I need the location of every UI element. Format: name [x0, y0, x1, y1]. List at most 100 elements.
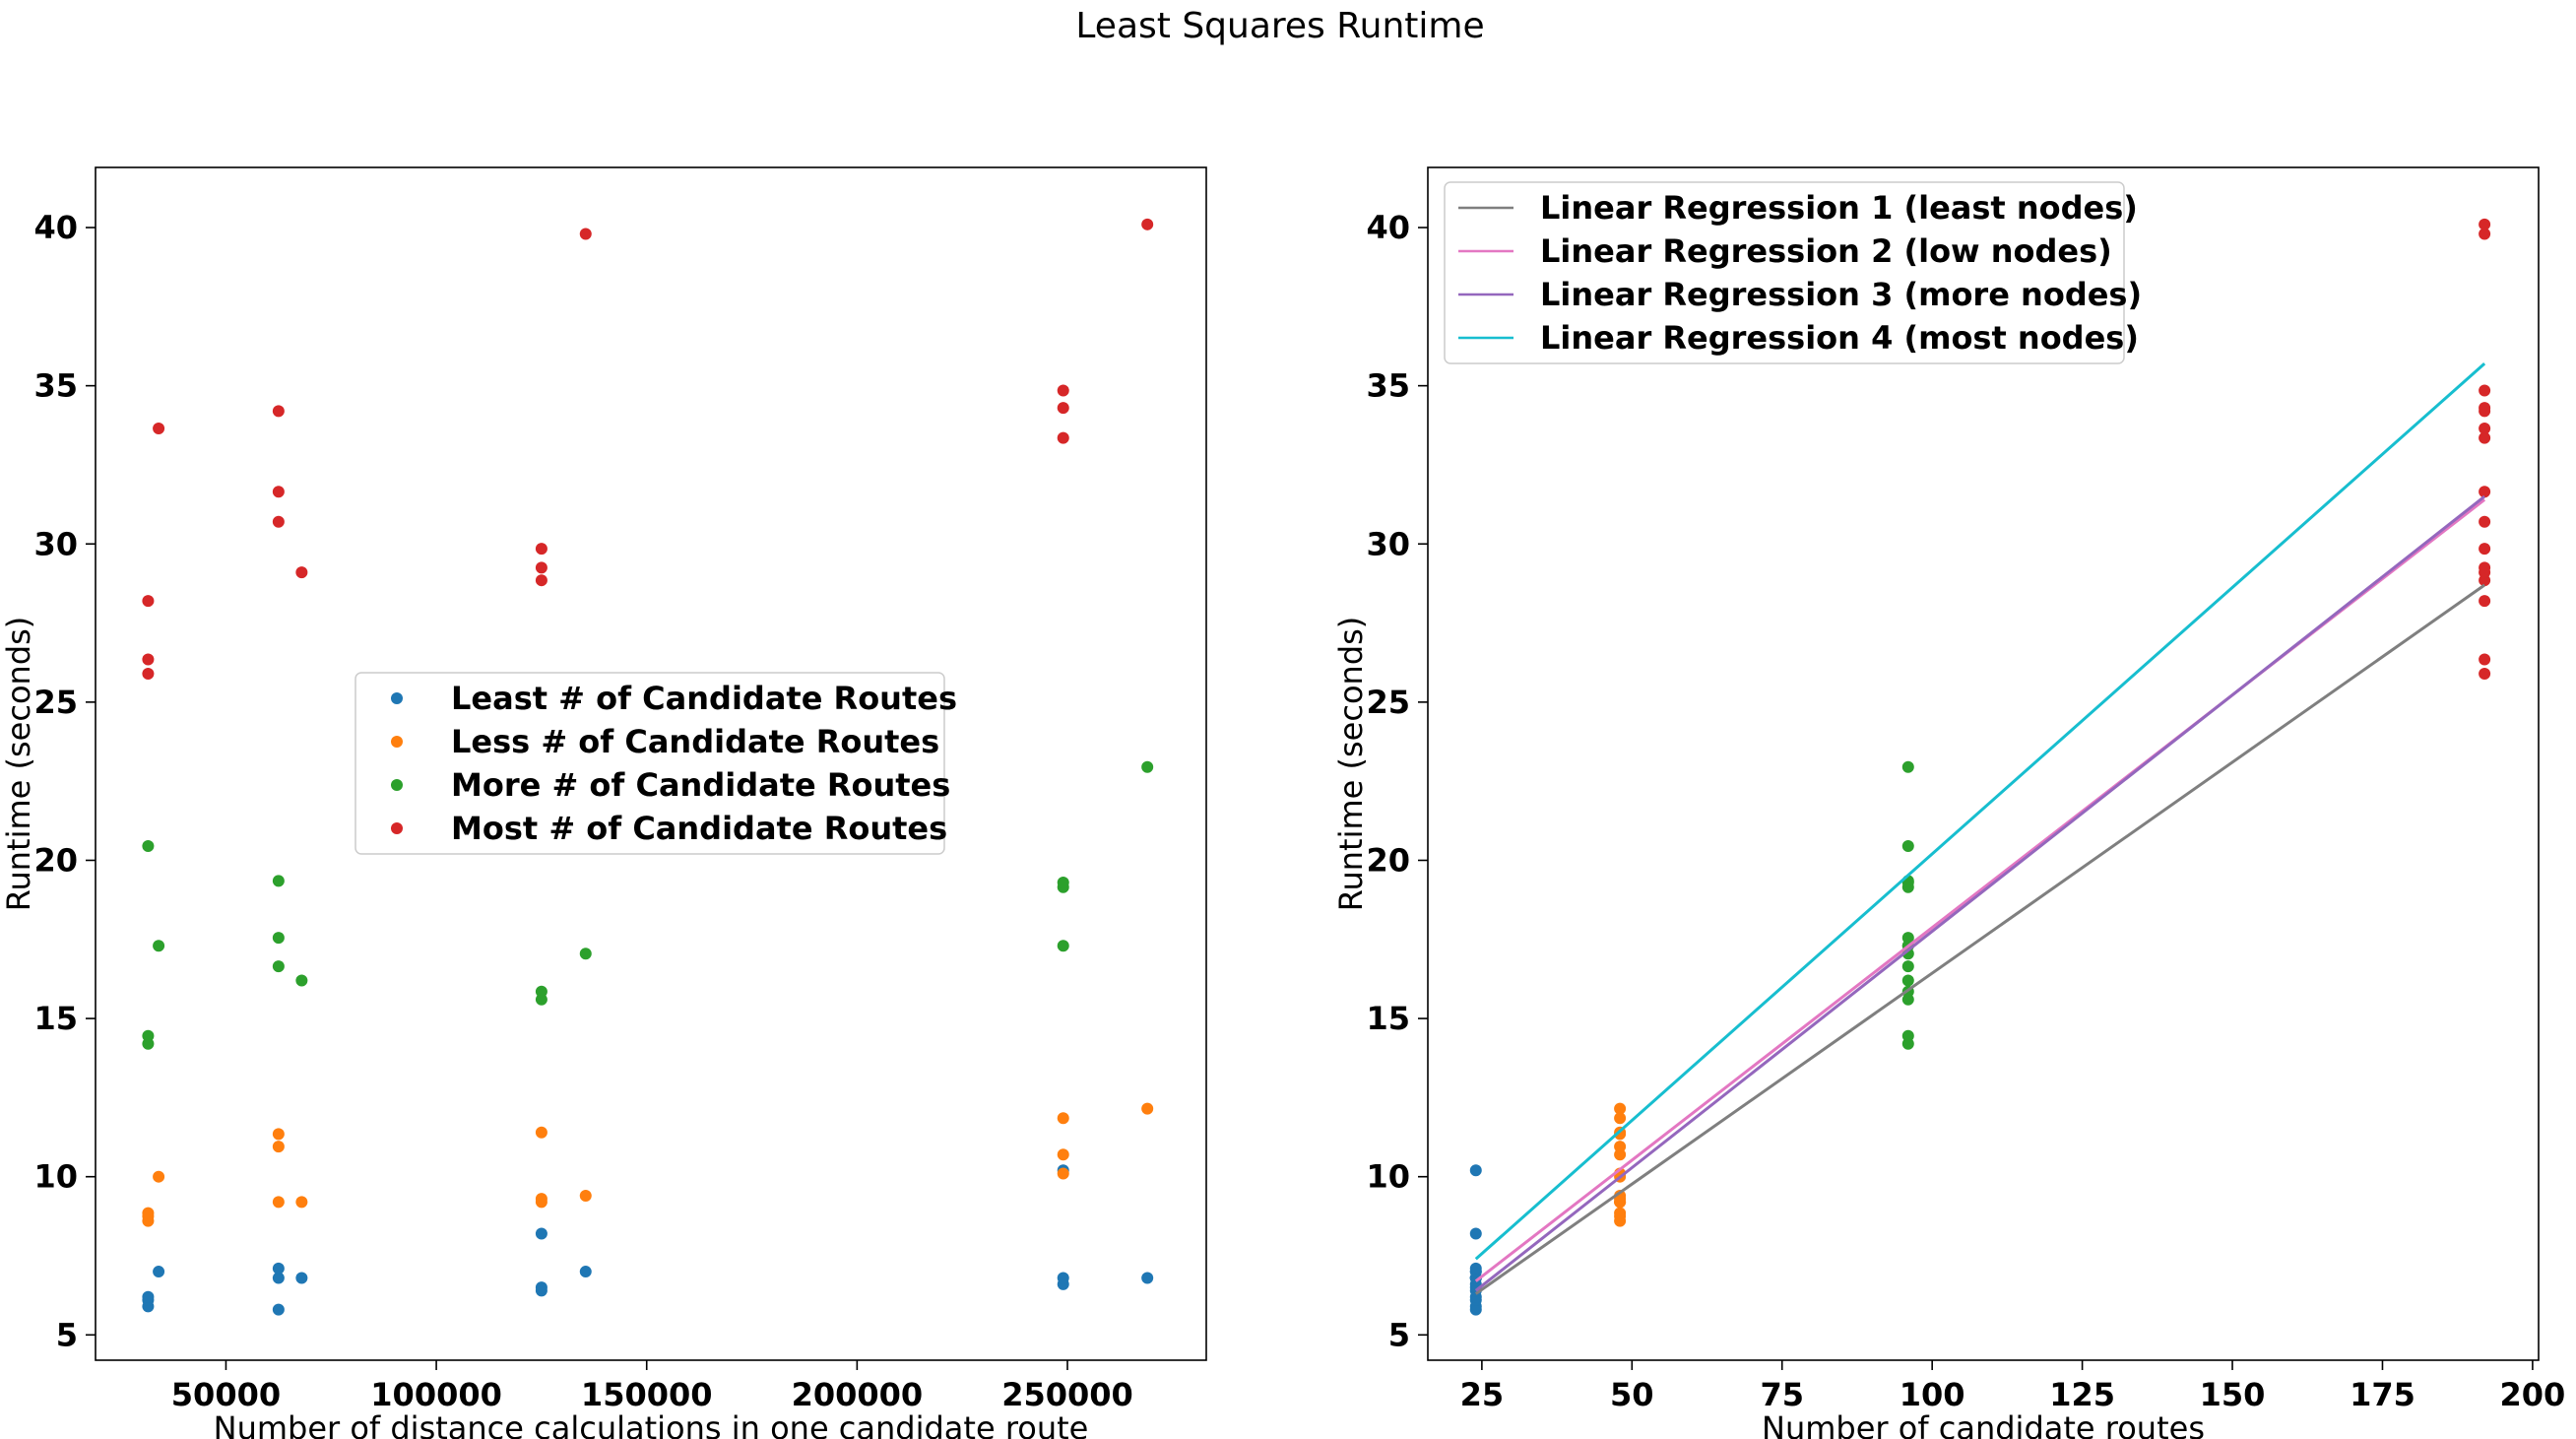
data-point: [579, 228, 592, 240]
plot-frame: [95, 166, 1207, 1361]
data-point: [2479, 384, 2491, 397]
y-tick-label: 10: [33, 1158, 78, 1196]
data-point: [295, 1196, 308, 1209]
data-point: [535, 1281, 547, 1294]
legend-marker: [391, 692, 403, 704]
y-tick-label: 25: [33, 684, 78, 721]
data-point: [2479, 218, 2491, 230]
data-point: [1614, 1102, 1627, 1115]
x-tick-label: 150: [2200, 1376, 2266, 1413]
data-point: [1057, 1167, 1069, 1180]
y-tick-label: 20: [33, 841, 78, 879]
data-point: [295, 566, 308, 579]
data-point: [1614, 1207, 1627, 1219]
data-point: [1057, 402, 1069, 415]
y-tick-label: 15: [1366, 1000, 1410, 1037]
data-point: [2479, 486, 2491, 498]
legend-marker: [391, 822, 403, 834]
legend-marker: [391, 736, 403, 748]
legend-frame: [1444, 181, 2125, 364]
data-point: [142, 1290, 155, 1303]
data-point: [1141, 1102, 1154, 1115]
data-point: [535, 1227, 547, 1240]
data-point: [272, 960, 285, 973]
legend-entry-label: Linear Regression 2 (low nodes): [1540, 232, 2112, 270]
data-point: [535, 543, 547, 556]
data-point: [1057, 1112, 1069, 1125]
data-point: [1141, 1272, 1154, 1284]
y-axis-label: Runtime (seconds): [1332, 617, 1370, 912]
data-point: [153, 1266, 165, 1278]
data-point: [1901, 1029, 1914, 1042]
data-point: [272, 1272, 285, 1284]
data-point: [1469, 1227, 1482, 1240]
x-axis-label: Number of candidate routes: [1762, 1409, 2205, 1439]
data-point: [2479, 543, 2491, 556]
data-point: [1057, 384, 1069, 397]
y-tick-label: 30: [1366, 525, 1410, 562]
legend-entry-label: Linear Regression 4 (most nodes): [1540, 319, 2139, 357]
x-tick-label: 150000: [581, 1376, 713, 1413]
x-tick-label: 100000: [370, 1376, 502, 1413]
data-point: [579, 1189, 592, 1202]
y-tick-label: 35: [33, 367, 78, 405]
x-tick-label: 50: [1610, 1376, 1654, 1413]
x-tick-label: 100: [1900, 1376, 1965, 1413]
data-point: [153, 423, 165, 435]
data-point: [1057, 431, 1069, 444]
data-point: [1901, 760, 1914, 773]
data-point: [2479, 515, 2491, 528]
y-tick-label: 15: [33, 1000, 78, 1037]
data-point: [142, 1207, 155, 1219]
data-point: [535, 1126, 547, 1139]
legend: Linear Regression 1 (least nodes) Linear …: [1444, 181, 2142, 364]
data-point: [1469, 1164, 1482, 1177]
legend-entry-label: Less # of Candidate Routes: [451, 723, 939, 760]
data-point: [2479, 561, 2491, 574]
data-point: [272, 932, 285, 945]
legend-entry-label: More # of Candidate Routes: [451, 766, 950, 804]
data-point: [1141, 218, 1154, 230]
data-point: [153, 1170, 165, 1183]
legend: Least # of Candidate Routes Less # of Can…: [354, 672, 957, 855]
data-point: [1057, 940, 1069, 952]
y-tick-label: 5: [56, 1316, 78, 1353]
regression-line: [1474, 583, 2485, 1295]
data-point: [535, 1193, 547, 1206]
data-point: [295, 974, 308, 987]
data-point: [1141, 760, 1154, 773]
data-point: [272, 1128, 285, 1141]
data-point: [2479, 595, 2491, 608]
y-tick-label: 25: [1366, 684, 1410, 721]
data-point: [579, 948, 592, 960]
data-point: [535, 574, 547, 587]
data-point: [579, 1266, 592, 1278]
data-point: [142, 667, 155, 680]
data-point: [2479, 228, 2491, 240]
data-point: [2479, 423, 2491, 435]
data-point: [1057, 876, 1069, 888]
data-point: [272, 486, 285, 498]
x-tick-label: 175: [2350, 1376, 2415, 1413]
data-point: [142, 595, 155, 608]
data-point: [142, 653, 155, 666]
y-tick-label: 30: [33, 525, 78, 562]
data-point: [142, 1029, 155, 1042]
y-tick-label: 35: [1366, 367, 1410, 405]
data-point: [272, 515, 285, 528]
x-tick-label: 50000: [171, 1376, 281, 1413]
legend-entry-label: Most # of Candidate Routes: [451, 810, 947, 847]
chart-right: 25 50 75 100 125 150 175 200 5 10 15 20 25 30 35 40 Numb…: [1332, 166, 2565, 1439]
data-point: [295, 1272, 308, 1284]
data-point: [2479, 653, 2491, 666]
data-point: [2479, 402, 2491, 415]
data-point: [1901, 960, 1914, 973]
x-axis-label: Number of distance calculations in one c…: [214, 1409, 1089, 1439]
legend-entry-label: Linear Regression 3 (more nodes): [1540, 276, 2142, 313]
data-point: [1614, 1141, 1627, 1153]
plot-frame: [1427, 166, 2540, 1361]
y-tick-label: 40: [33, 209, 78, 246]
y-tick-label: 20: [1366, 841, 1410, 879]
y-tick-label: 10: [1366, 1158, 1410, 1196]
data-point: [272, 1196, 285, 1209]
